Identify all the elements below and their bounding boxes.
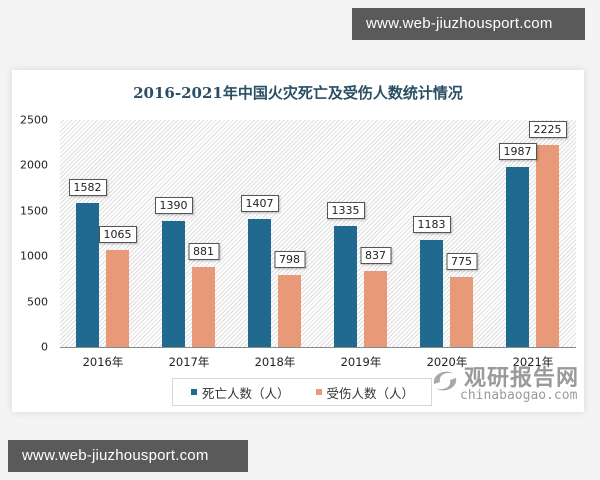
data-label: 1065 [98, 226, 137, 244]
data-label: 1407 [240, 195, 279, 213]
bar-deaths [162, 220, 185, 347]
bar-deaths [506, 166, 529, 347]
x-tick-label: 2018年 [254, 355, 296, 369]
legend-label-deaths: 死亡人数（人） [202, 385, 290, 401]
x-tick-label: 2017年 [168, 355, 210, 369]
y-tick-label: 1000 [20, 249, 48, 263]
chart-title: 2016-2021年中国火灾死亡及受伤人数统计情况 [133, 84, 463, 102]
bar-deaths [420, 239, 443, 347]
swirl-logo-icon [433, 371, 457, 391]
logo-text-en: chinabaogao.com [460, 388, 578, 403]
x-tick-label: 2020年 [426, 355, 468, 369]
data-label: 798 [274, 250, 305, 268]
bar-injuries [364, 271, 387, 347]
x-axis-line [60, 347, 576, 348]
bar-injuries [536, 144, 559, 347]
data-label: 1390 [154, 196, 193, 214]
bar-injuries [106, 250, 129, 347]
data-label: 1582 [68, 179, 107, 197]
data-label: 1183 [412, 215, 451, 233]
data-label: 1987 [498, 142, 537, 160]
watermark-top: www.web-jiuzhousport.com [352, 8, 585, 40]
y-tick-label: 0 [41, 340, 48, 354]
x-tick-label: 2016年 [82, 355, 124, 369]
logo-text-cn: 观研报告网 [464, 366, 580, 391]
bar-injuries [278, 274, 301, 347]
data-label: 837 [360, 247, 391, 264]
bar-deaths [334, 225, 357, 347]
bar-deaths [248, 219, 271, 347]
x-tick-label: 2019年 [340, 355, 382, 369]
y-tick-label: 2000 [20, 158, 48, 172]
legend: 死亡人数（人） 受伤人数（人） [172, 378, 432, 406]
data-label: 881 [188, 243, 219, 260]
legend-swatch-deaths [191, 389, 197, 395]
legend-item-injuries: 受伤人数（人） [315, 383, 415, 402]
bar-injuries [192, 267, 215, 347]
data-label: 2225 [528, 120, 567, 138]
data-label: 1335 [326, 201, 365, 219]
legend-swatch-injuries [315, 389, 322, 395]
legend-label-injuries: 受伤人数（人） [326, 385, 415, 401]
chinabaogao-logo: 观研报告网 chinabaogao.com [430, 362, 590, 408]
data-label: 775 [446, 252, 477, 270]
x-tick-label: 2021年 [512, 355, 554, 369]
y-tick-label: 2500 [20, 113, 48, 127]
y-tick-label: 500 [27, 295, 48, 309]
legend-item-deaths: 死亡人数（人） [191, 383, 290, 402]
watermark-bottom: www.web-jiuzhousport.com [8, 440, 248, 472]
bar-deaths [76, 203, 99, 347]
bar-injuries [450, 276, 473, 347]
y-tick-label: 1500 [20, 204, 48, 218]
chart-card: 2016-2021年中国火灾死亡及受伤人数统计情况 0 500 1000 1500 20… [12, 70, 584, 412]
plot-area [60, 120, 576, 347]
